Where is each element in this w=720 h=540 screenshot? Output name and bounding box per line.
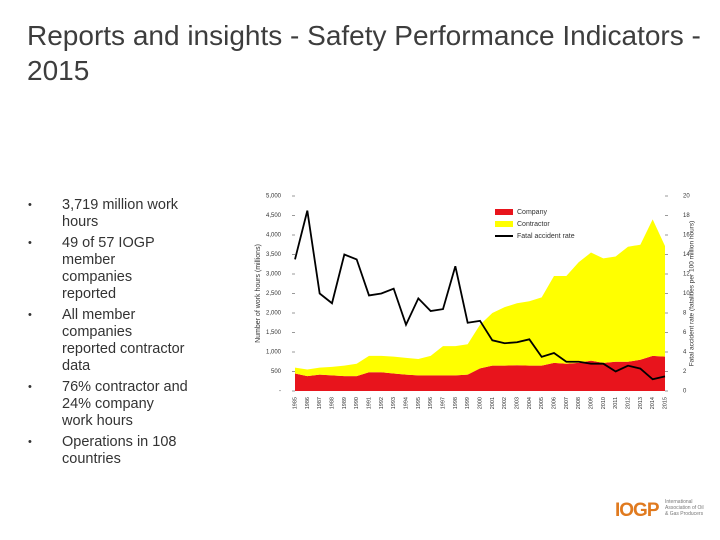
x-tick-label: 1986 [305,397,311,409]
y-tick-label: 1,000 [266,350,282,356]
x-tick-label: 2005 [539,397,545,409]
y-tick-label: - [279,389,281,395]
x-tick-label: 1995 [416,397,422,409]
x-tick-label: 2010 [601,397,607,409]
bullet-list: 3,719 million work hours 49 of 57 IOGP m… [28,197,188,472]
y-tick-label: 500 [271,369,282,375]
y-tick-label: 3,000 [266,272,282,278]
y-tick-label: 5,000 [266,194,282,200]
x-tick-label: 2013 [638,397,644,409]
x-tick-label: 2012 [625,397,631,409]
legend-swatch [495,221,513,227]
x-tick-label: 1999 [465,397,471,409]
y2-tick-label: 4 [683,350,687,356]
logo: IOGP International Association of Oil & … [615,498,705,524]
y2-tick-label: 16 [683,233,690,239]
y2-tick-label: 2 [683,369,687,375]
x-tick-label: 1985 [292,397,298,409]
area [295,219,665,377]
legend-label: Fatal accident rate [517,233,575,240]
x-tick-label: 2008 [576,397,582,409]
x-tick-label: 2002 [502,397,508,409]
x-tick-label: 2004 [527,397,533,409]
x-tick-label: 1993 [391,397,397,409]
title: Reports and insights - Safety Performanc… [27,20,701,86]
legend-swatch [495,209,513,215]
bullet: All member companies reported contractor… [28,307,188,375]
bullet: 76% contractor and 24% company work hour… [28,379,188,430]
y-tick-label: 2,500 [266,291,282,297]
chart: - 500 1,000 1,500 2,000 2,500 3,000 3,500 4,000 4… [255,194,696,410]
x-tick-label: 1992 [379,397,385,409]
x-tick-label: 2001 [490,397,496,409]
x-tick-label: 2009 [588,397,594,409]
y2-tick-label: 14 [683,252,690,258]
line [294,210,666,381]
x-tick-label: 1988 [329,397,335,409]
x-tick-label: 2003 [514,397,520,409]
bullet: Operations in 108 countries [28,434,188,468]
x-tick-label: 2000 [477,397,483,409]
y-tick-label: 4,000 [266,233,282,239]
x-tick-label: 2015 [662,397,668,409]
bullet: 49 of 57 IOGP member companies reported [28,235,188,303]
x-tick-label: 2006 [551,397,557,409]
logo-text: International Association of Oil & Gas P… [665,499,704,517]
y2-axis-label: Fatal accident rate (fatalities per 100 … [689,221,696,367]
x-tick-label: 1994 [403,397,409,409]
y2-tick-label: 8 [683,311,687,317]
y-tick-label: 4,500 [266,213,282,219]
logo-mark: IOGP [615,500,660,521]
y2-tick-label: 20 [683,194,690,200]
x-tick-label: 1997 [440,397,446,409]
area [295,355,665,391]
y2-tick-label: 10 [683,291,690,297]
y-axis-label: Number of work hours (millions) [255,244,262,343]
x-tick-label: 2014 [650,397,656,409]
legend-label: Company [517,209,547,216]
x-tick-label: 1998 [453,397,459,409]
x-tick-label: 1996 [428,397,434,409]
y-tick-label: 1,500 [266,330,282,336]
y2-tick-label: 18 [683,213,690,219]
x-tick-label: 1991 [366,397,372,409]
x-tick-label: 2011 [613,397,619,409]
y2-tick-label: 0 [683,389,687,395]
y-tick-label: 3,500 [266,252,282,258]
y-tick-label: 2,000 [266,311,282,317]
x-tick-label: 1990 [354,397,360,409]
bullet: 3,719 million work hours [28,197,188,231]
y2-tick-label: 6 [683,330,687,336]
x-tick-label: 1989 [342,397,348,409]
y2-tick-label: 12 [683,272,690,278]
x-tick-label: 1987 [317,397,323,409]
x-tick-label: 2007 [564,397,570,409]
legend-label: Contractor [517,221,550,228]
